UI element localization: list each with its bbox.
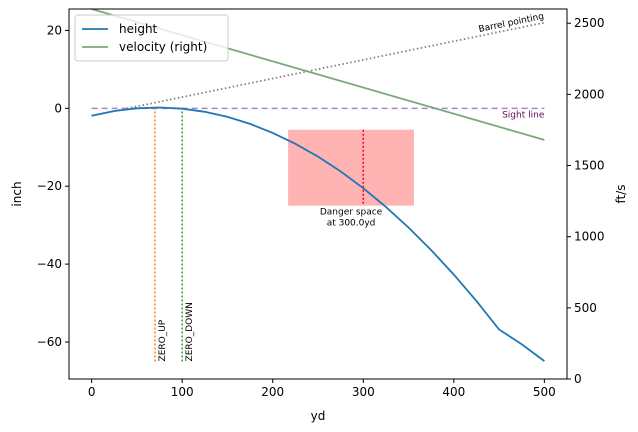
x-tick-label: 500 xyxy=(533,385,556,399)
legend-label-height: height xyxy=(119,22,158,36)
y-axis-right-ticks: 0 500 1000 1500 2000 2500 xyxy=(567,16,605,386)
x-tick-label: 0 xyxy=(88,385,96,399)
y-axis-left-label: inch xyxy=(10,181,24,206)
y-tick-label: 0 xyxy=(54,101,62,115)
legend: height velocity (right) xyxy=(74,14,229,62)
x-tick-label: 400 xyxy=(442,385,465,399)
y-axis-left-ticks: −60 −40 −20 0 20 xyxy=(37,23,69,349)
y-right-tick-label: 1500 xyxy=(574,159,605,173)
y-tick-label: −60 xyxy=(37,335,62,349)
x-tick-label: 300 xyxy=(352,385,375,399)
plot-frame xyxy=(68,8,568,380)
y-right-tick-label: 2000 xyxy=(574,87,605,101)
legend-label-velocity: velocity (right) xyxy=(119,40,207,54)
barrel-pointing-line xyxy=(91,21,545,117)
danger-space-label-line1: Danger space xyxy=(320,208,383,218)
y-right-tick-label: 500 xyxy=(574,301,597,315)
y-right-tick-label: 0 xyxy=(574,372,582,386)
zero-down-label: ZERO_DOWN xyxy=(185,302,195,361)
sight-line-label: Sight line xyxy=(502,110,545,120)
x-axis-label: yd xyxy=(311,409,326,423)
danger-space: Danger space at 300.0yd xyxy=(288,129,414,229)
height-series-line xyxy=(91,106,545,362)
x-axis-ticks: 0 100 200 300 400 500 xyxy=(88,379,556,399)
danger-space-label-line2: at 300.0yd xyxy=(327,219,376,229)
x-tick-label: 200 xyxy=(261,385,284,399)
legend-box xyxy=(74,14,229,62)
y-right-tick-label: 1000 xyxy=(574,230,605,244)
y-tick-label: −20 xyxy=(37,179,62,193)
zero-up-label: ZERO_UP xyxy=(158,319,168,361)
y-axis-right-label: ft/s xyxy=(614,184,628,203)
y-tick-label: 20 xyxy=(47,23,62,37)
danger-space-area xyxy=(288,129,414,206)
y-tick-label: −40 xyxy=(37,257,62,271)
x-tick-label: 100 xyxy=(171,385,194,399)
y-right-tick-label: 2500 xyxy=(574,16,605,30)
